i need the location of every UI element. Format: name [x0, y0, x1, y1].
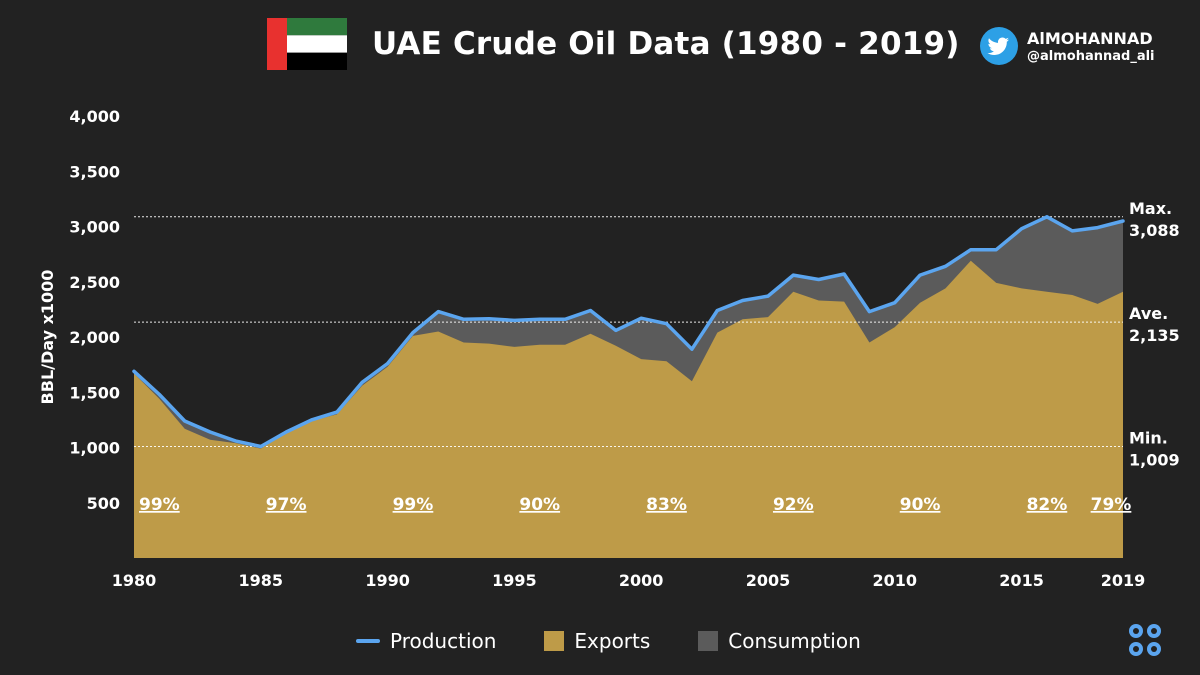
legend-swatch-production	[356, 639, 380, 643]
exports-area	[134, 260, 1123, 558]
production-point	[360, 380, 364, 384]
production-point	[538, 317, 542, 321]
x-tick-label: 1980	[112, 571, 157, 590]
x-tick-label: 1995	[492, 571, 537, 590]
production-line	[132, 215, 1125, 449]
brand-name: AlMOHANNAD	[1027, 29, 1153, 48]
legend-item-exports: Exports	[544, 629, 650, 653]
x-tick-label: 2005	[746, 571, 791, 590]
reference-label: Max.	[1129, 199, 1172, 218]
production-point	[1020, 227, 1024, 231]
line-layer	[132, 215, 1125, 449]
production-point	[132, 369, 136, 373]
legend-swatch-exports	[544, 631, 565, 651]
x-tick-label: 1990	[365, 571, 410, 590]
production-point	[994, 248, 998, 252]
production-point	[1121, 219, 1125, 223]
production-point	[208, 430, 212, 434]
production-point	[867, 310, 871, 314]
brand-badge[interactable]: AlMOHANNAD @almohannad_ali	[980, 27, 1190, 71]
production-point	[639, 316, 643, 320]
reference-value: 3,088	[1129, 221, 1180, 240]
production-point	[284, 430, 288, 434]
production-point	[690, 347, 694, 351]
y-tick-label: 1,500	[69, 383, 120, 402]
export-share-label: 92%	[773, 495, 814, 515]
export-share-label: 90%	[519, 495, 560, 515]
y-tick-label: 2,500	[69, 273, 120, 292]
production-point	[893, 301, 897, 305]
production-point	[259, 445, 263, 449]
legend: Production Exports Consumption	[356, 628, 861, 654]
production-point	[183, 419, 187, 423]
y-tick-label: 4,000	[69, 107, 120, 126]
production-point	[817, 278, 821, 282]
reference-label: Min.	[1129, 429, 1168, 448]
export-share-label: 99%	[139, 495, 180, 515]
production-point	[741, 299, 745, 303]
production-point	[386, 362, 390, 366]
production-point	[715, 308, 719, 312]
y-tick-label: 2,000	[69, 328, 120, 347]
y-tick-label: 3,500	[69, 162, 120, 181]
export-share-label: 82%	[1027, 495, 1068, 515]
axis-layer: 500 1,000 1,500 2,000 2,500 3,000 3,500 4,000 19…	[38, 107, 1145, 590]
production-point	[918, 273, 922, 277]
production-point	[512, 318, 516, 322]
export-share-label: 90%	[900, 495, 941, 515]
chart-title: UAE Crude Oil Data (1980 - 2019)	[372, 26, 960, 62]
export-share-label: 97%	[266, 495, 307, 515]
production-point	[157, 392, 161, 396]
production-point	[943, 264, 947, 268]
production-point	[1070, 229, 1074, 233]
production-point	[791, 273, 795, 277]
x-tick-label: 2010	[873, 571, 918, 590]
brand-handle[interactable]: @almohannad_ali	[1027, 49, 1155, 64]
twitter-icon[interactable]	[980, 27, 1018, 65]
export-share-label: 79%	[1091, 495, 1132, 515]
area-layer	[134, 216, 1123, 559]
y-tick-label: 1,000	[69, 439, 120, 458]
opec-logo-icon	[1129, 624, 1161, 656]
production-point	[462, 317, 466, 321]
legend-label-exports: Exports	[574, 629, 651, 653]
production-point	[335, 410, 339, 414]
production-point	[665, 322, 669, 326]
legend-item-production: Production	[356, 629, 496, 653]
production-point	[766, 294, 770, 298]
reference-value: 1,009	[1129, 451, 1180, 470]
label-layer: Max. 3,088 Ave. 2,135 Min. 1,009 99% 97% 99% 90% 8…	[139, 199, 1180, 515]
export-share-label: 83%	[646, 495, 687, 515]
legend-label-consumption: Consumption	[728, 629, 861, 653]
legend-item-consumption: Consumption	[698, 629, 861, 653]
legend-label-production: Production	[390, 629, 497, 653]
export-share-label: 99%	[393, 495, 434, 515]
production-point	[436, 310, 440, 314]
production-point	[842, 272, 846, 276]
x-tick-label: 2000	[619, 571, 664, 590]
y-tick-label: 3,000	[69, 218, 120, 237]
reference-label: Ave.	[1129, 304, 1168, 323]
legend-swatch-consumption	[698, 631, 719, 651]
production-point	[588, 308, 592, 312]
y-tick-label: 500	[87, 494, 120, 513]
production-point	[310, 418, 314, 422]
production-point	[487, 317, 491, 321]
x-tick-label: 1985	[239, 571, 284, 590]
uae-flag-icon	[267, 18, 347, 70]
x-tick-label: 2019	[1101, 571, 1146, 590]
production-point	[969, 248, 973, 252]
reference-value: 2,135	[1129, 326, 1180, 345]
x-tick-label: 2015	[999, 571, 1044, 590]
production-point	[233, 439, 237, 443]
production-point	[1096, 226, 1100, 230]
y-axis-label: BBL/Day x1000	[38, 270, 57, 405]
reference-lines	[134, 216, 1123, 448]
production-point	[614, 328, 618, 332]
production-point	[411, 331, 415, 335]
production-point	[563, 317, 567, 321]
production-point	[1045, 215, 1049, 219]
